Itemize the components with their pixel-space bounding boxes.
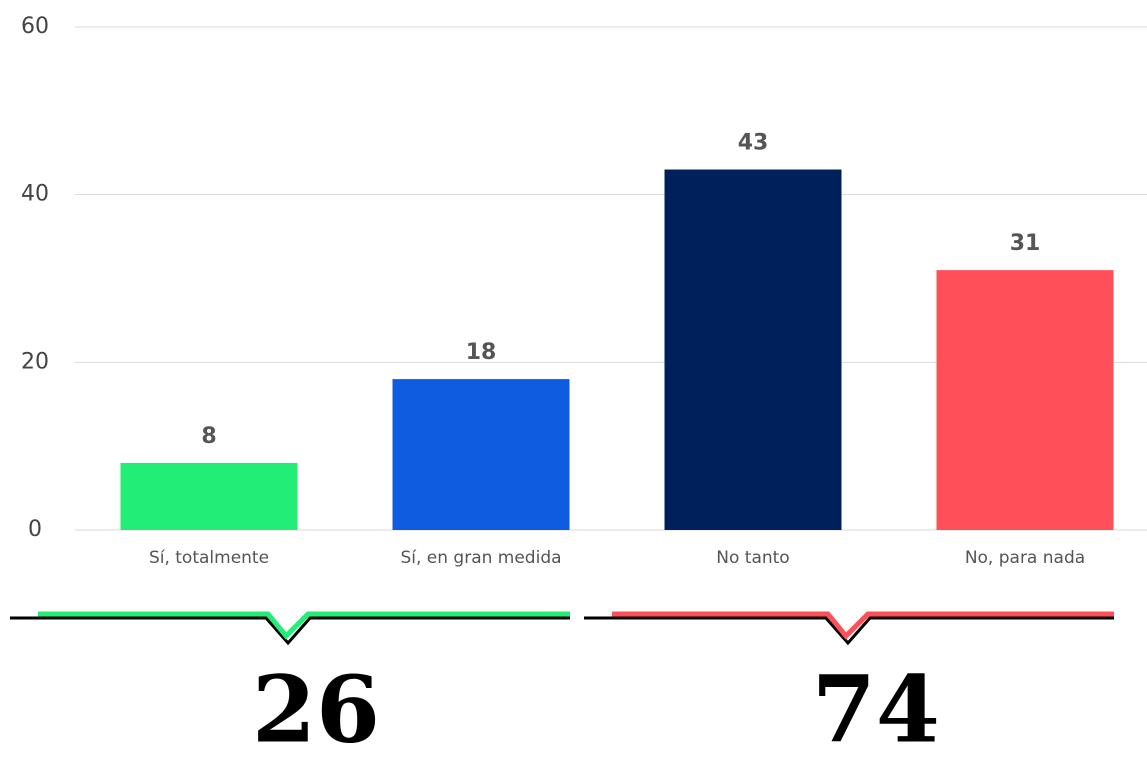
bar	[392, 379, 570, 530]
bar	[120, 462, 298, 530]
bar	[664, 169, 842, 530]
y-tick-label: 40	[21, 182, 49, 207]
value-label: 8	[201, 424, 216, 449]
x-tick-label: No, para nada	[965, 548, 1085, 568]
bracket-shadow	[10, 616, 570, 646]
bracket-shadow	[584, 616, 1114, 646]
y-tick-label: 20	[21, 349, 49, 374]
value-label: 18	[466, 340, 497, 365]
value-label: 43	[738, 131, 769, 156]
x-tick-label: Sí, totalmente	[149, 548, 269, 568]
group-total: 26	[252, 656, 380, 761]
group-total: 74	[812, 656, 940, 761]
bar	[936, 270, 1114, 530]
x-tick-label: No tanto	[716, 548, 789, 568]
x-tick-label: Sí, en gran medida	[400, 548, 561, 568]
y-tick-label: 60	[21, 14, 49, 39]
y-tick-label: 0	[28, 517, 42, 542]
value-label: 31	[1010, 231, 1041, 256]
bracket	[612, 611, 1114, 640]
bracket	[38, 611, 570, 640]
